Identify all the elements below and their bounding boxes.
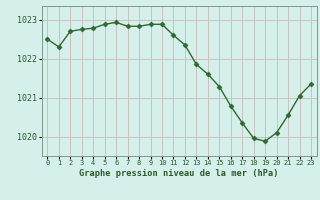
X-axis label: Graphe pression niveau de la mer (hPa): Graphe pression niveau de la mer (hPa) <box>79 169 279 178</box>
